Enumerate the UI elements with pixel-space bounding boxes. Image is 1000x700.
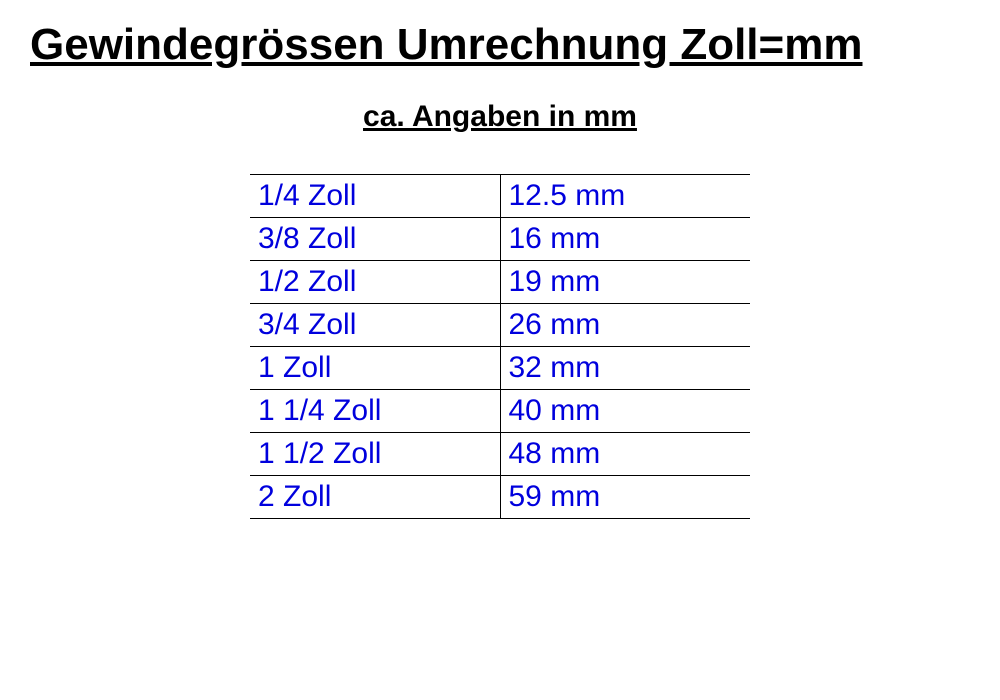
table-row: 3/8 Zoll 16 mm xyxy=(250,218,750,261)
cell-mm: 40 mm xyxy=(500,390,750,433)
table-row: 1/4 Zoll 12.5 mm xyxy=(250,175,750,218)
table-row: 1 1/2 Zoll 48 mm xyxy=(250,433,750,476)
table-row: 2 Zoll 59 mm xyxy=(250,476,750,519)
cell-mm: 32 mm xyxy=(500,347,750,390)
table-body: 1/4 Zoll 12.5 mm 3/8 Zoll 16 mm 1/2 Zoll… xyxy=(250,175,750,519)
table-row: 3/4 Zoll 26 mm xyxy=(250,304,750,347)
cell-mm: 48 mm xyxy=(500,433,750,476)
cell-mm: 12.5 mm xyxy=(500,175,750,218)
cell-zoll: 2 Zoll xyxy=(250,476,500,519)
cell-mm: 19 mm xyxy=(500,261,750,304)
cell-zoll: 1 Zoll xyxy=(250,347,500,390)
cell-zoll: 3/8 Zoll xyxy=(250,218,500,261)
cell-zoll: 1 1/2 Zoll xyxy=(250,433,500,476)
cell-zoll: 1 1/4 Zoll xyxy=(250,390,500,433)
cell-mm: 59 mm xyxy=(500,476,750,519)
page-title: Gewindegrössen Umrechnung Zoll=mm xyxy=(30,20,970,70)
table-row: 1/2 Zoll 19 mm xyxy=(250,261,750,304)
cell-zoll: 3/4 Zoll xyxy=(250,304,500,347)
table-row: 1 1/4 Zoll 40 mm xyxy=(250,390,750,433)
cell-mm: 26 mm xyxy=(500,304,750,347)
conversion-table: 1/4 Zoll 12.5 mm 3/8 Zoll 16 mm 1/2 Zoll… xyxy=(250,174,750,519)
cell-mm: 16 mm xyxy=(500,218,750,261)
cell-zoll: 1/4 Zoll xyxy=(250,175,500,218)
table-container: 1/4 Zoll 12.5 mm 3/8 Zoll 16 mm 1/2 Zoll… xyxy=(30,174,970,519)
cell-zoll: 1/2 Zoll xyxy=(250,261,500,304)
table-row: 1 Zoll 32 mm xyxy=(250,347,750,390)
page-subtitle: ca. Angaben in mm xyxy=(30,100,970,134)
